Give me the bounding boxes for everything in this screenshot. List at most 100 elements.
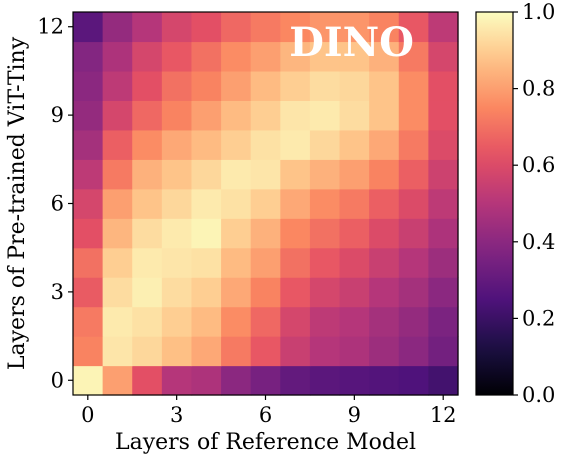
heatmap-cell	[339, 218, 370, 249]
colorbar-tick-label: 0.0	[522, 383, 555, 407]
heatmap-cell	[161, 277, 193, 308]
heatmap-cell	[309, 129, 341, 160]
y-tick-label: 12	[37, 15, 64, 39]
heatmap-cell	[428, 129, 459, 160]
heatmap-cell	[398, 365, 429, 396]
heatmap-cell	[398, 159, 429, 190]
heatmap-cell	[161, 12, 193, 43]
heatmap-cell	[191, 188, 222, 219]
x-axis-label: Layers of Reference Model	[115, 430, 416, 455]
heatmap-cell	[250, 12, 281, 43]
x-axis-ticks: 0 3 6 9 12	[81, 395, 457, 427]
heatmap-cell	[161, 159, 193, 190]
heatmap-cell	[102, 12, 133, 43]
heatmap-cell	[309, 247, 341, 278]
colorbar-tick-label: 0.4	[522, 230, 555, 254]
heatmap-cell	[250, 129, 281, 160]
heatmap-cell	[309, 188, 341, 219]
heatmap-cell	[398, 100, 429, 131]
heatmap-cell	[339, 70, 370, 101]
heatmap-cell	[102, 159, 133, 190]
heatmap-cell	[191, 12, 222, 43]
heatmap-cell	[161, 100, 193, 131]
heatmap-cell	[161, 188, 193, 219]
heatmap-cell	[191, 247, 222, 278]
heatmap-cell	[132, 277, 163, 308]
heatmap-cell	[132, 129, 163, 160]
heatmap-cell	[398, 12, 429, 43]
x-tick-label: 9	[348, 403, 361, 427]
heatmap-cell	[309, 41, 341, 72]
heatmap-cell	[339, 12, 370, 43]
heatmap-cell	[369, 12, 400, 43]
heatmap-cell	[339, 336, 370, 367]
heatmap-cell	[280, 159, 311, 190]
heatmap-cell	[428, 70, 459, 101]
colorbar-tick-label: 0.2	[522, 306, 555, 330]
heatmap-cell	[339, 159, 370, 190]
heatmap-cell	[339, 277, 370, 308]
heatmap-cell	[339, 41, 370, 72]
heatmap-cell	[102, 247, 133, 278]
heatmap-cell	[339, 129, 370, 160]
heatmap-cell	[132, 100, 163, 131]
heatmap-cell	[102, 277, 133, 308]
heatmap-cell	[280, 218, 311, 249]
heatmap-cell	[250, 188, 281, 219]
heatmap-cell	[102, 41, 133, 72]
heatmap-cell	[191, 70, 222, 101]
heatmap-cell	[398, 336, 429, 367]
heatmap-cell	[73, 12, 104, 43]
y-tick-label: 6	[51, 192, 64, 216]
heatmap-cell	[398, 188, 429, 219]
colorbar	[475, 11, 514, 396]
heatmap-cell	[102, 70, 133, 101]
heatmap-cell	[280, 365, 311, 396]
heatmap-cell	[339, 247, 370, 278]
heatmap-cell	[250, 100, 281, 131]
heatmap-cell	[428, 159, 459, 190]
heatmap-cell	[102, 218, 133, 249]
heatmap-cell	[73, 336, 104, 367]
heatmap-cell	[221, 247, 252, 278]
heatmap-cell	[339, 188, 370, 219]
heatmap-cell	[428, 12, 459, 43]
heatmap-cell	[132, 306, 163, 337]
heatmap-cell	[161, 41, 193, 72]
heatmap-cell	[73, 188, 104, 219]
heatmap-cell	[428, 188, 459, 219]
heatmap-cell	[73, 218, 104, 249]
heatmap-cell	[73, 70, 104, 101]
heatmap-cell	[309, 277, 341, 308]
heatmap-cell	[309, 70, 341, 101]
heatmap-cell	[161, 218, 193, 249]
y-tick-label: 3	[51, 280, 64, 304]
heatmap-cell	[369, 100, 400, 131]
heatmap-cell	[369, 218, 400, 249]
heatmap-cell	[309, 365, 341, 396]
heatmap-cell	[132, 70, 163, 101]
heatmap-cell	[369, 247, 400, 278]
heatmap-cell	[309, 100, 341, 131]
heatmap-cell	[280, 247, 311, 278]
heatmap-cell	[369, 129, 400, 160]
colorbar-tick-label: 1.0	[522, 0, 555, 24]
heatmap-cell	[73, 100, 104, 131]
colorbar-tick-label: 0.6	[522, 153, 555, 177]
heatmap-cell	[428, 247, 459, 278]
heatmap-cell	[250, 159, 281, 190]
heatmap-cell	[191, 100, 222, 131]
y-tick-label: 0	[51, 368, 64, 392]
heatmap-cell	[161, 365, 193, 396]
heatmap-cell	[428, 336, 459, 367]
y-tick-label: 9	[51, 103, 64, 127]
heatmap-cell	[428, 277, 459, 308]
heatmap-cell	[280, 188, 311, 219]
heatmap-cell	[132, 12, 163, 43]
heatmap-cell	[73, 159, 104, 190]
heatmap-cell	[73, 247, 104, 278]
x-tick-label: 0	[81, 403, 94, 427]
heatmap-cell	[309, 306, 341, 337]
